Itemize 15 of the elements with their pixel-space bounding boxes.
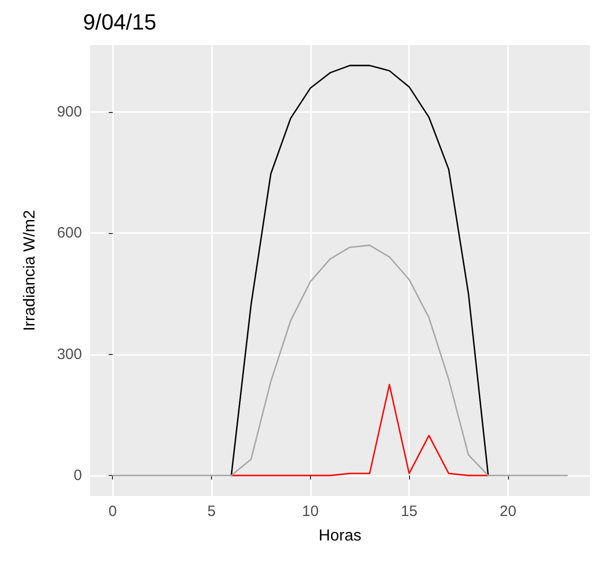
y-tick-label: 0: [74, 467, 82, 484]
line-series: [230, 64, 489, 476]
x-axis-title: Horas: [318, 528, 362, 544]
chart-title: 9/04/15: [83, 10, 156, 34]
y-axis-title: Irradiancia W/m2: [22, 210, 38, 331]
y-tick-label: 300: [56, 346, 82, 363]
line-series: [230, 384, 489, 476]
y-tick-label: 900: [56, 103, 82, 120]
x-tick-label: 20: [500, 503, 516, 520]
y-tick-label: 600: [56, 224, 82, 242]
x-tick-label: 0: [108, 503, 117, 520]
x-tick-label: 15: [400, 503, 418, 520]
x-tick-label: 5: [207, 503, 216, 520]
line-series: [112, 244, 568, 476]
x-tick-label: 10: [302, 503, 319, 520]
